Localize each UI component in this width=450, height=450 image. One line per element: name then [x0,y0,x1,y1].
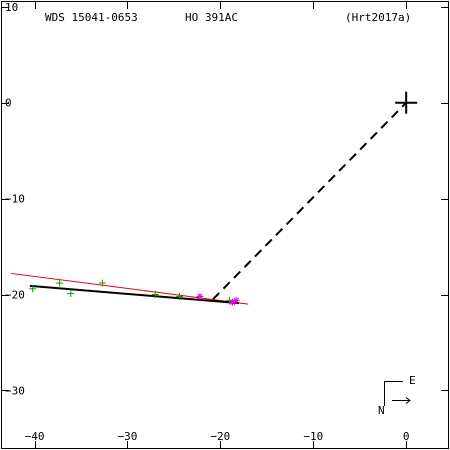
y-tick-label: 10 [5,1,18,14]
green-observation-point [56,279,64,287]
dashed-connector-line [212,102,407,301]
compass-north-label: N [378,404,385,417]
magenta-point-d2 [233,297,240,304]
x-tick-label: −10 [303,430,323,443]
green-observation-point [67,290,75,298]
primary-star-layer [395,91,418,114]
compass-arrow-head [405,397,411,404]
green-observation-point [151,291,159,299]
green-observation-point [29,285,37,293]
magenta-observation-point [196,292,204,300]
x-tick-label: −30 [118,430,138,443]
fit-line-red [11,272,249,305]
y-tick-label: −30 [5,384,25,397]
dashed-connector-layer [212,102,407,301]
green-observation-point [98,279,106,287]
y-axis-ticks: 10 0 −10 −20 −30 [2,1,448,397]
compass: E N [378,374,416,417]
header-wds: WDS 15041-0653 [45,11,138,24]
fit-lines-layer [11,272,249,305]
x-axis-ticks: −40 −30 −20 −10 0 [25,2,410,448]
x-tick-label: 0 [403,430,410,443]
observation-points-layer [29,279,240,306]
y-tick-label: −10 [5,193,25,206]
x-tick-label: −20 [210,430,230,443]
magenta-observation-point [232,296,240,304]
green-observation-point [175,292,183,300]
y-tick-label: −20 [5,289,25,302]
fit-line-black [29,284,240,305]
magenta-point-d2 [197,293,203,300]
header-reference: (Hrt2017a) [345,11,411,24]
x-tick-label: −40 [25,430,45,443]
header-discoverer: HO 391AC [185,11,238,24]
y-tick-label: 0 [5,97,12,110]
compass-east-label: E [409,374,416,387]
